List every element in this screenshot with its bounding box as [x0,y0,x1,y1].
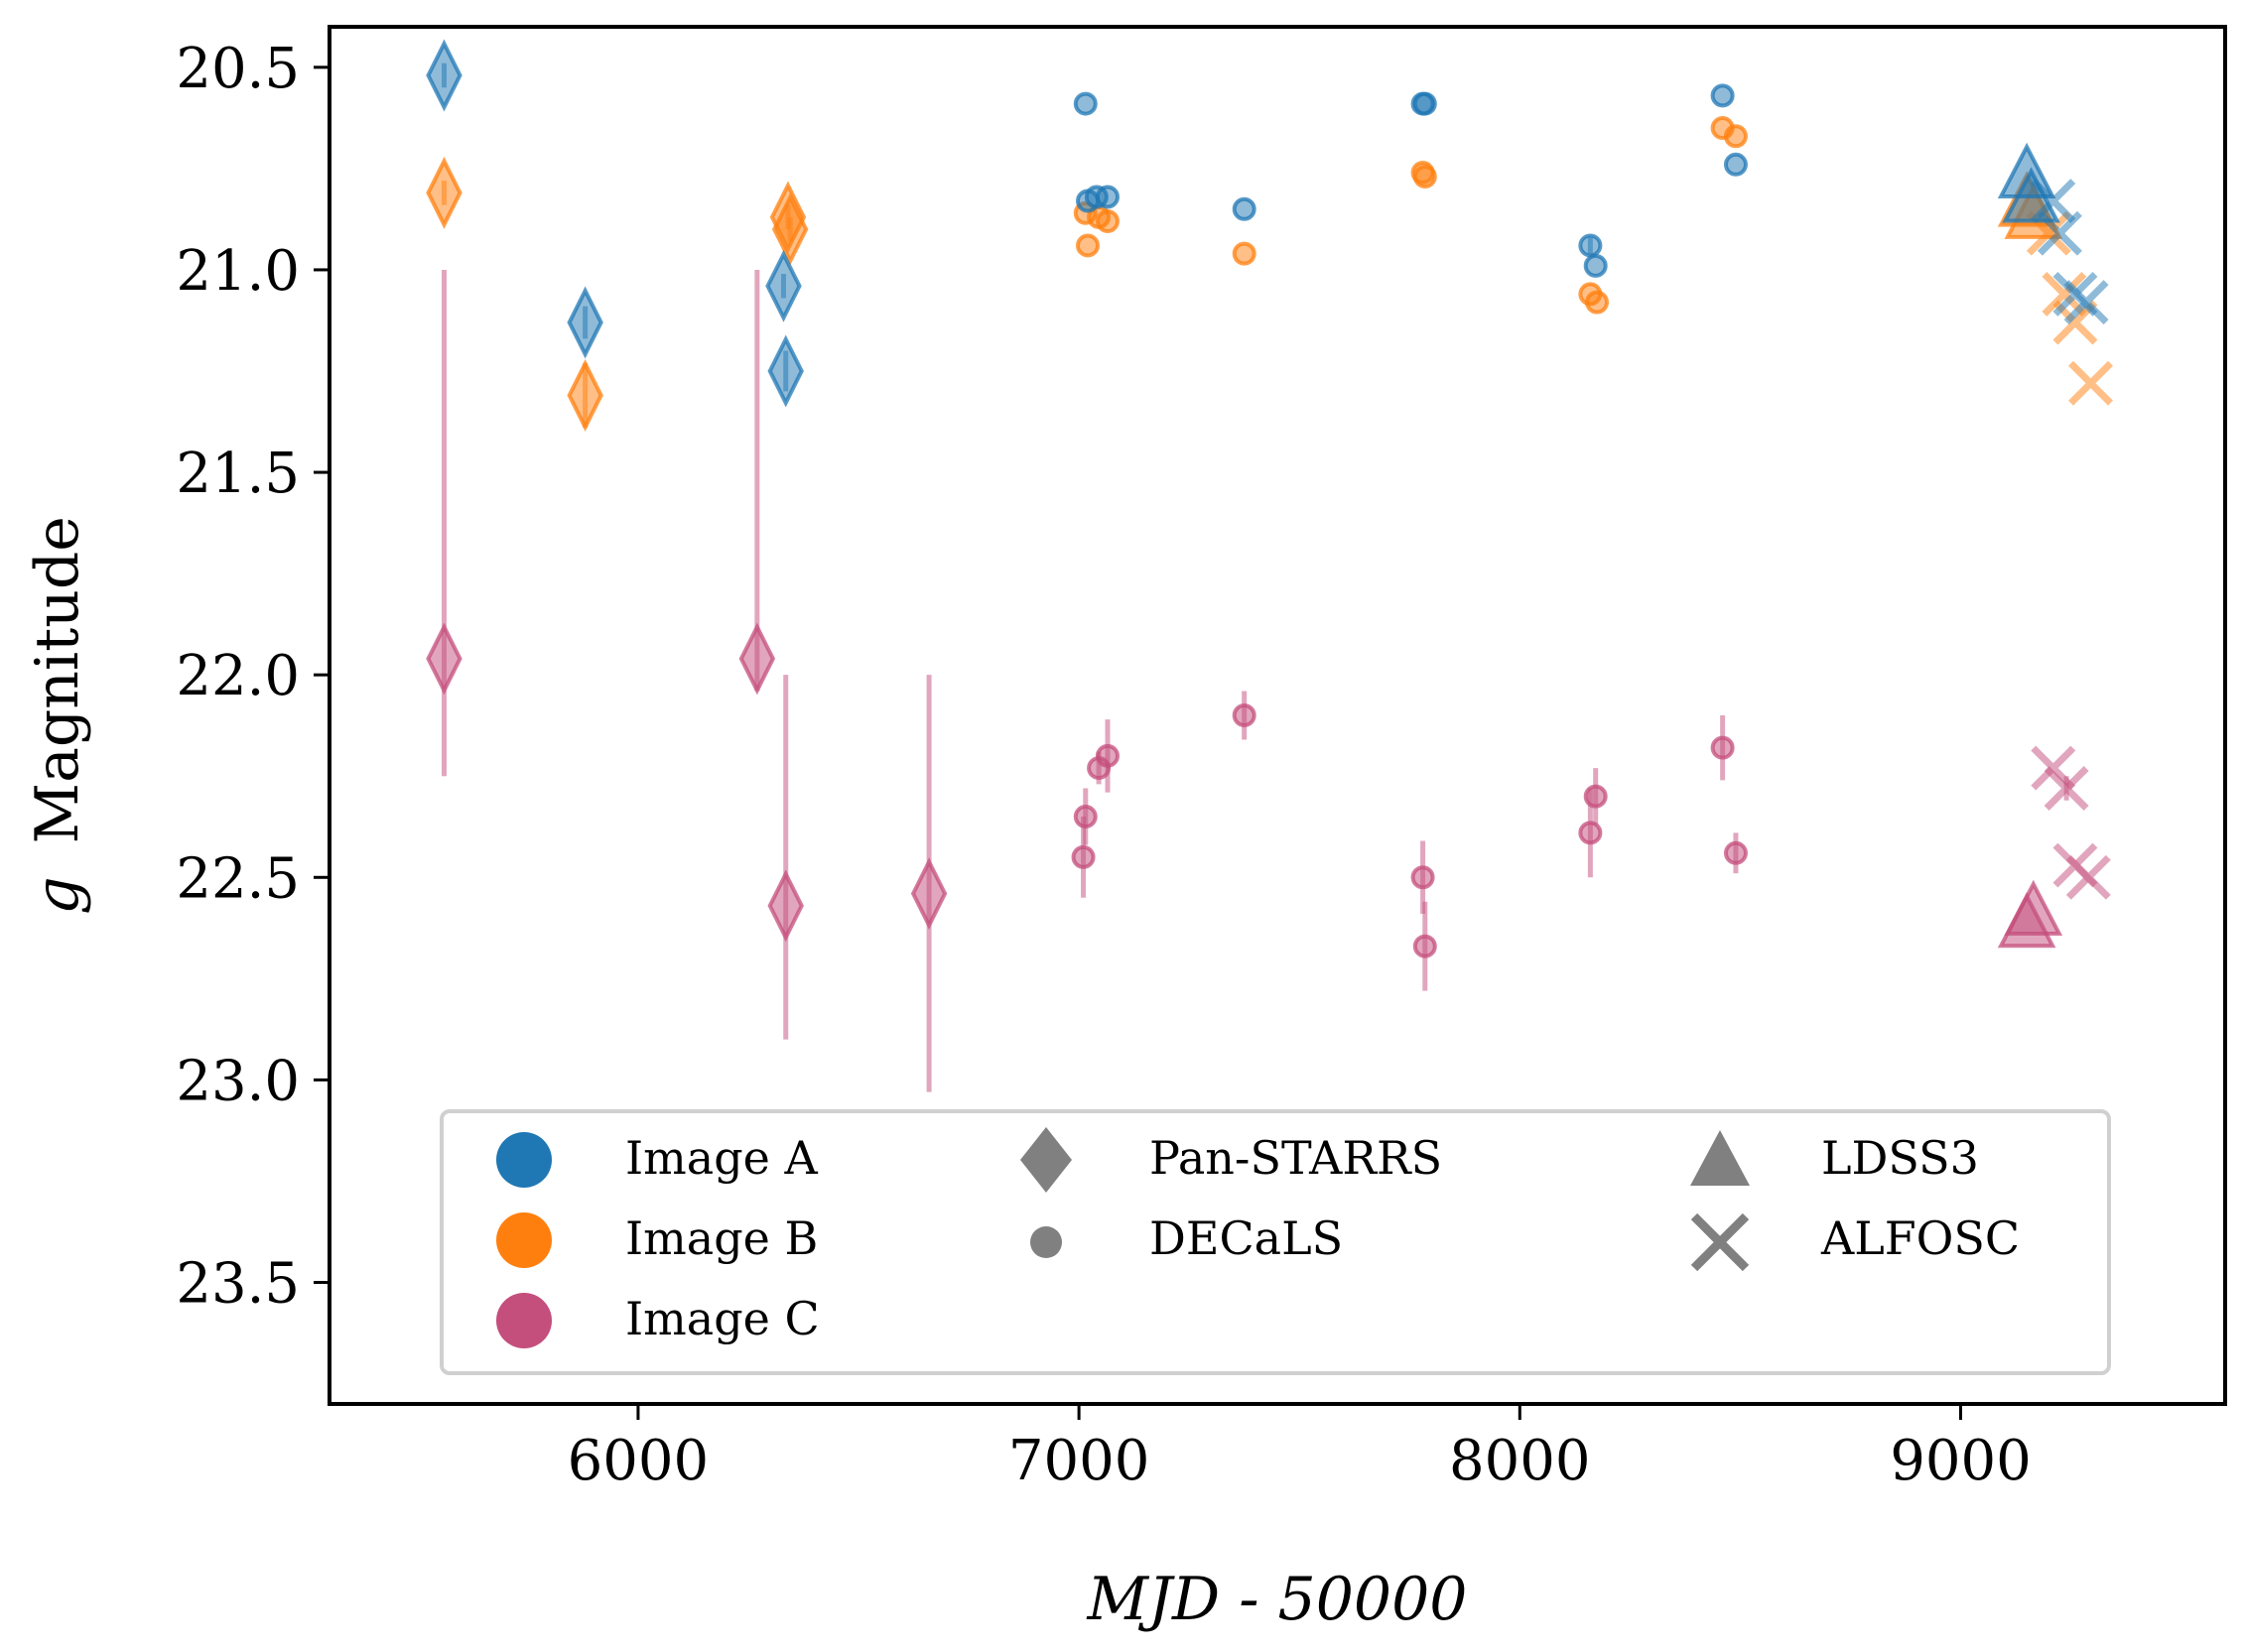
point-image-b-decals [1412,165,1437,190]
point-image-a-alfosc [2063,280,2109,325]
point-image-a-decals [1723,152,1748,177]
point-image-a-pan-starrs [765,249,802,322]
point-image-c-decals [1710,735,1735,760]
legend-marker-image-a [496,1132,552,1188]
legend-marker-image-b [496,1212,552,1268]
axis-ticks: 6000 7000 8000 9000 20.5 21.0 21.5 22.0 22.5 23.0… [176,37,2031,1493]
data-layer [426,39,2113,1092]
point-image-a-alfosc [2037,210,2082,256]
y-axis-title: g Magnitude [23,516,92,915]
x-tick-label: 9000 [1890,1429,2032,1493]
point-image-c-decals [1071,844,1096,869]
x-tick-label: 7000 [1008,1429,1150,1493]
point-image-a-decals [1232,196,1256,221]
point-image-b-decals [1076,233,1100,258]
legend-marker-image-c [496,1293,552,1348]
legend-marker-alfosc [1690,1212,1750,1272]
x-tick-label: 8000 [1449,1429,1591,1493]
legend-marker-decals [1030,1226,1062,1258]
point-image-a-decals [1095,185,1120,209]
point-image-c-decals [1232,703,1256,727]
legend-label-pan-starrs: Pan-STARRS [1149,1131,1442,1185]
y-tick-label: 22.5 [176,846,300,911]
y-tick-label: 20.5 [176,37,300,101]
point-image-c-pan-starrs [767,869,804,943]
point-image-a-pan-starrs [426,39,462,112]
point-image-a-decals [1583,253,1608,278]
point-image-c-pan-starrs [910,857,948,931]
point-image-c-pan-starrs [426,622,462,696]
point-image-a-pan-starrs [767,334,804,408]
point-image-a-decals [1710,83,1735,108]
point-image-a-decals [1412,91,1437,116]
point-image-c-decals [1412,934,1437,958]
point-image-b-decals [1232,241,1256,266]
point-image-b-decals [1723,124,1748,149]
point-image-b-pan-starrs [567,359,603,432]
point-image-c-alfosc [2065,854,2111,900]
legend-label-alfosc: ALFOSC [1820,1211,2020,1265]
point-image-a-decals [1073,91,1098,116]
y-axis-title-italic: g [23,876,92,914]
point-image-c-pan-starrs [738,622,776,696]
point-image-c-decals [1410,865,1435,890]
y-axis-title-rest: Magnitude [23,516,92,843]
plot-frame [328,25,2227,1406]
point-image-c-decals [1583,784,1608,809]
point-image-c-decals [1095,743,1120,768]
y-tick-label: 21.0 [176,239,300,304]
y-tick-label: 21.5 [176,442,300,506]
x-axis-title: MJD - 50000 [1087,1565,1468,1634]
legend-marker-ldss3 [1690,1130,1750,1186]
point-image-b-pan-starrs [426,156,462,229]
point-image-a-decals [1578,233,1603,258]
point-image-c-ldss3 [2004,879,2063,937]
legend-label-image-b: Image B [625,1211,818,1265]
point-image-b-alfosc [2068,360,2113,406]
point-image-a-pan-starrs [567,286,603,359]
y-tick-label: 23.0 [176,1049,300,1113]
legend-label-image-a: Image A [625,1131,819,1185]
legend-label-decals: DECaLS [1149,1211,1343,1265]
legend-marker-pan-starrs [1020,1127,1072,1193]
x-tick-label: 6000 [568,1429,710,1493]
legend-box [440,1109,2111,1375]
point-image-c-decals [1578,821,1603,845]
point-image-b-decals [1095,208,1120,233]
legend-label-ldss3: LDSS3 [1821,1131,1979,1185]
y-tick-label: 22.0 [176,644,300,708]
point-image-c-alfosc [2044,766,2089,811]
legend: Image A Image B Image C Pan-STARRS DECaL… [440,1109,2111,1375]
legend-label-image-c: Image C [625,1292,820,1345]
point-image-b-pan-starrs [771,192,809,266]
point-image-c-decals [1723,840,1748,865]
y-tick-label: 23.5 [176,1252,300,1317]
point-image-b-decals [1585,290,1610,315]
